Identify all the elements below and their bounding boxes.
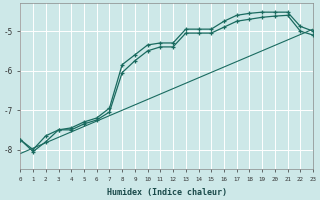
X-axis label: Humidex (Indice chaleur): Humidex (Indice chaleur) (107, 188, 227, 197)
